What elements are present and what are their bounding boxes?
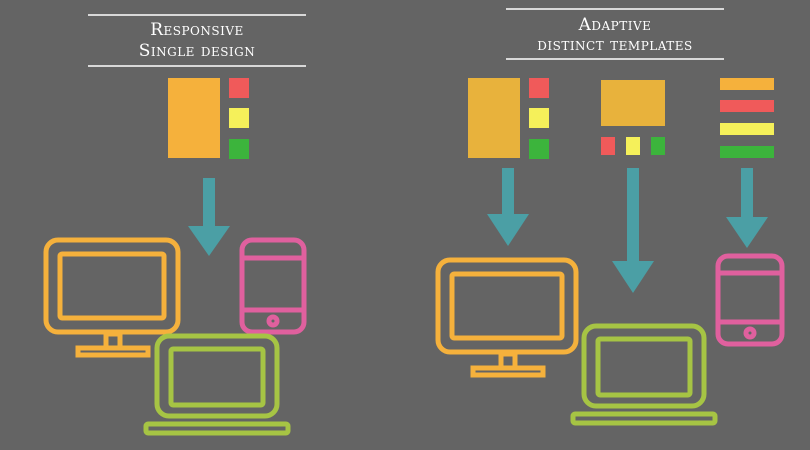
layout-yellow-block [229, 108, 249, 128]
layout-green-block [229, 139, 249, 159]
responsive-phone-icon [239, 237, 307, 335]
responsive-desktop-monitor-icon [43, 237, 181, 358]
layout-red-block [229, 78, 249, 98]
adaptive-arrow-2-down-icon [612, 168, 654, 293]
adaptive-arrow-3-down-icon [726, 168, 768, 248]
responsive-laptop-icon [143, 333, 291, 436]
adaptive-desktop-layout-icon [468, 78, 549, 159]
adaptive-phone-layout-icon [720, 78, 774, 158]
adaptive-title-bottom-rule [506, 58, 724, 60]
adaptive-laptop-icon [570, 323, 718, 426]
layout-main-block [168, 78, 220, 158]
responsive-title-top-rule [88, 14, 306, 16]
adaptive-title-top-rule [506, 8, 724, 10]
adaptive-laptop-layout-icon [601, 80, 665, 155]
responsive-title-line-2: Single design [138, 41, 256, 61]
responsive-layout-icon [168, 78, 249, 159]
responsive-arrow-down-icon [188, 178, 230, 256]
adaptive-title-line-2: distinct templates [537, 35, 693, 55]
adaptive-desktop-monitor-icon [435, 257, 579, 378]
responsive-title-line-1: Responsive [150, 20, 244, 40]
adaptive-title: Adaptive distinct templates [506, 8, 724, 64]
adaptive-title-line-1: Adaptive [578, 15, 652, 35]
adaptive-arrow-1-down-icon [487, 168, 529, 246]
responsive-title: Responsive Single design [88, 14, 306, 70]
responsive-title-bottom-rule [88, 65, 306, 67]
adaptive-phone-icon [715, 253, 785, 347]
